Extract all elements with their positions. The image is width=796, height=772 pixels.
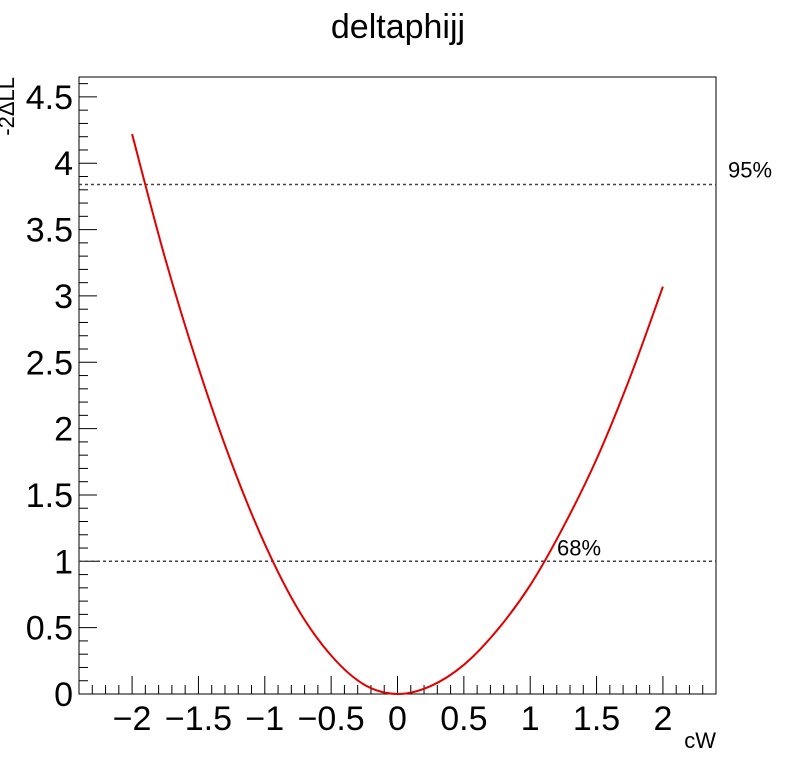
x-tick-label: 0 <box>388 700 407 738</box>
x-tick-label: −1.5 <box>165 700 232 738</box>
y-tick-label: 0.5 <box>26 610 73 648</box>
reference-lines: 68% 95% <box>79 157 772 563</box>
y-tick-label: 0 <box>54 676 73 714</box>
x-tick-label: 2 <box>653 700 672 738</box>
series-line <box>131 133 664 696</box>
x-tick-label: −2 <box>113 700 152 738</box>
y-tick-label: 4.5 <box>26 79 73 117</box>
y-tick-label: 3 <box>54 278 73 316</box>
x-tick-label: 1.5 <box>573 700 620 738</box>
y-axis-label: -2ΔLL <box>0 77 19 136</box>
series-group <box>131 133 664 696</box>
plot-frame <box>78 76 717 695</box>
y-tick-label: 1 <box>54 543 73 581</box>
y-tick-label: 2.5 <box>26 344 73 382</box>
y-tick-label: 4 <box>54 145 73 183</box>
reference-label: 68% <box>557 535 601 560</box>
chart-title: deltaphijj <box>330 8 466 46</box>
y-tick-label: 2 <box>54 411 73 449</box>
x-axis-label: cW <box>684 728 716 753</box>
y-tick-label: 1.5 <box>26 477 73 515</box>
reference-label: 95% <box>728 157 772 182</box>
tick-labels: −2 −1.5 −1 −0.5 0 0.5 1 1.5 2 0 0.5 1 1.5 2 2.5 3 3.5 4 4.… <box>26 79 673 738</box>
x-tick-label: −0.5 <box>298 700 365 738</box>
x-tick-label: −1 <box>245 700 284 738</box>
axis-ticks <box>78 83 717 695</box>
x-tick-label: 1 <box>521 700 540 738</box>
x-tick-label: 0.5 <box>440 700 487 738</box>
y-tick-label: 3.5 <box>26 212 73 250</box>
